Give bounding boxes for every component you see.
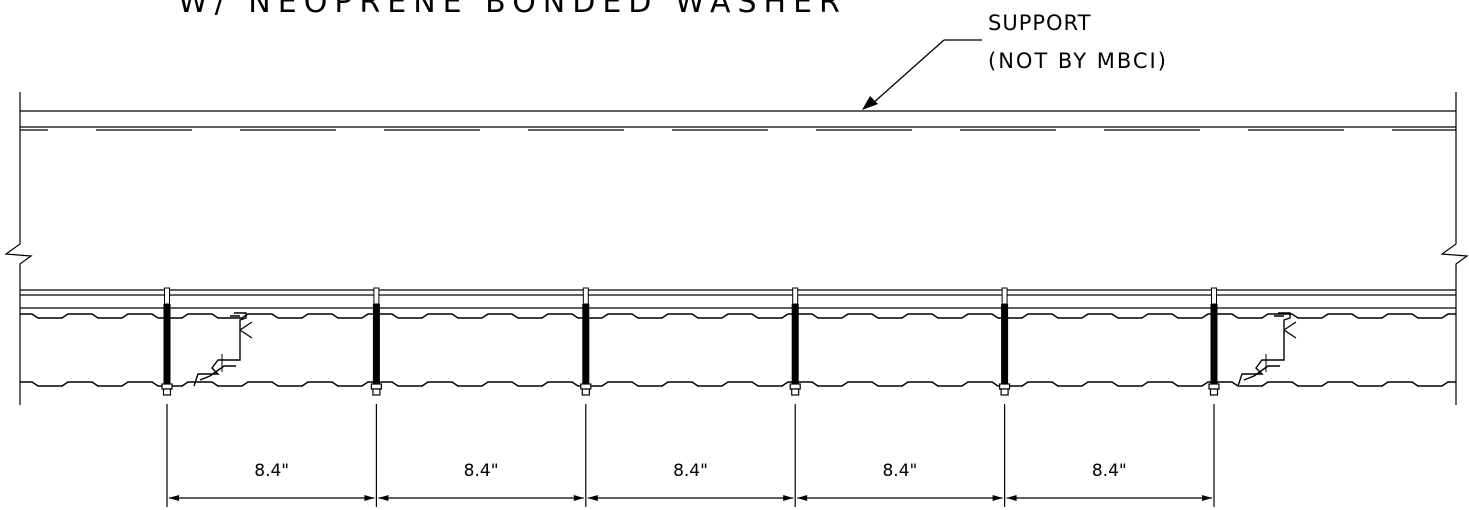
panel-side-joint-left xyxy=(193,312,253,387)
title-fragment: W/ NEOPRENE BONDED WASHER xyxy=(178,0,847,20)
support-label: SUPPORT xyxy=(988,11,1091,35)
dimension-label-1: 8.4" xyxy=(254,461,289,481)
dimension-label-2: 8.4" xyxy=(464,461,499,481)
break-line-left xyxy=(4,92,33,405)
fastener-5 xyxy=(998,287,1011,396)
dimension-3: 8.4" xyxy=(587,461,794,501)
dimension-5: 8.4" xyxy=(1006,461,1212,501)
support-member xyxy=(20,110,1456,296)
fastener-2 xyxy=(370,287,382,396)
dimension-label-5: 8.4" xyxy=(1092,461,1127,481)
break-line-right xyxy=(1440,92,1469,405)
not-by-mbci-label: (NOT BY MBCI) xyxy=(988,49,1168,73)
dimension-2: 8.4" xyxy=(378,461,584,501)
panel-bottom-skin xyxy=(20,381,1456,387)
fastener-4 xyxy=(789,287,801,396)
fastener-6 xyxy=(1208,287,1220,396)
dimension-4: 8.4" xyxy=(797,461,1003,501)
fastener-3 xyxy=(580,287,592,396)
spacing-dimensions-group: 8.4" 8.4" 8.4" 8.4" 8.4" xyxy=(166,404,1215,507)
dimension-1: 8.4" xyxy=(169,461,375,501)
panel-side-joint-right xyxy=(1237,312,1297,387)
dimension-label-3: 8.4" xyxy=(673,461,708,481)
panel-top-skin xyxy=(20,313,1456,319)
fasteners-group xyxy=(161,287,1220,396)
support-leader-arrow xyxy=(862,39,982,110)
fastener-1 xyxy=(161,287,173,396)
dimension-label-4: 8.4" xyxy=(882,461,917,481)
